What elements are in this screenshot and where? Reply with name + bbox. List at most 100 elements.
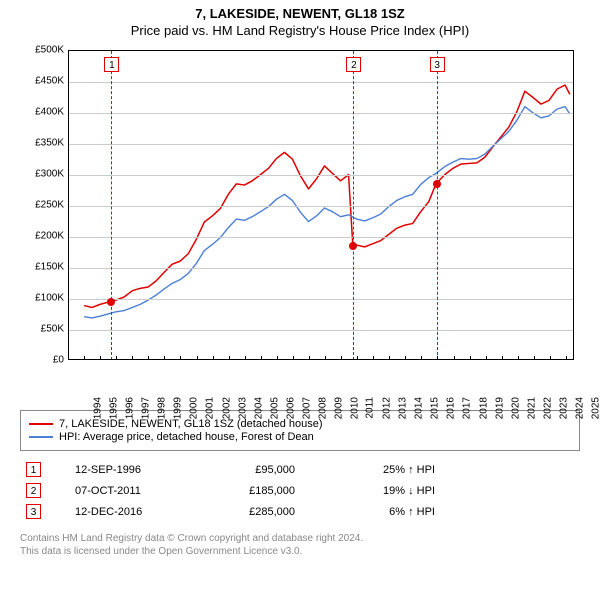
x-tick [261,356,262,360]
title-address: 7, LAKESIDE, NEWENT, GL18 1SZ [0,6,600,21]
x-axis-label: 2006 [285,397,296,419]
x-axis-label: 2008 [317,397,328,419]
x-axis-label: 2009 [333,397,344,419]
sale-date: 12-DEC-2016 [75,506,185,518]
sale-number-box: 1 [26,462,41,477]
gridline [68,82,573,83]
sale-hpi-diff: 19% ↓ HPI [315,485,435,497]
attribution: Contains HM Land Registry data © Crown c… [20,532,580,566]
sale-row: 312-DEC-2016£285,0006% ↑ HPI [20,501,580,522]
x-tick [470,356,471,360]
x-axis-label: 2010 [349,397,360,419]
sale-date: 07-OCT-2011 [75,485,185,497]
x-axis-label: 2003 [237,397,248,419]
chart-title-block: 7, LAKESIDE, NEWENT, GL18 1SZ Price paid… [0,0,600,40]
x-axis-label: 2025 [590,397,600,419]
x-tick [197,356,198,360]
x-tick [341,356,342,360]
legend-swatch [29,423,53,425]
x-tick [373,356,374,360]
x-axis-label: 2012 [381,397,392,419]
y-axis-label: £300K [20,169,64,180]
x-tick [518,356,519,360]
x-tick [180,356,181,360]
y-axis-label: £500K [20,45,64,56]
x-tick [213,356,214,360]
sale-marker-dot [433,180,441,188]
x-tick [389,356,390,360]
x-axis-label: 2004 [253,397,264,419]
legend-row: HPI: Average price, detached house, Fore… [29,431,571,443]
legend-swatch [29,436,53,438]
sale-marker-box: 1 [104,57,119,72]
x-axis-label: 2001 [205,397,216,419]
x-tick [84,356,85,360]
x-axis-label: 2020 [510,397,521,419]
sale-date: 12-SEP-1996 [75,464,185,476]
y-axis-label: £250K [20,200,64,211]
x-axis-label: 2015 [430,397,441,419]
x-axis-label: 2017 [462,397,473,419]
x-tick [245,356,246,360]
x-tick [421,356,422,360]
plot-area: 123 [68,50,574,360]
x-axis-label: 2011 [365,397,376,419]
gridline [68,175,573,176]
x-tick [68,356,69,360]
x-tick [229,356,230,360]
gridline [68,299,573,300]
x-tick [405,356,406,360]
page: 7, LAKESIDE, NEWENT, GL18 1SZ Price paid… [0,0,600,566]
x-tick [277,356,278,360]
sale-number-box: 3 [26,504,41,519]
sale-row: 1 12-SEP-1996 £95,000 25% ↑ HPI [20,459,580,480]
x-tick [566,356,567,360]
sale-price: £185,000 [205,485,295,497]
gridline [68,113,573,114]
sale-marker-box: 3 [430,57,445,72]
y-axis-label: £0 [20,355,64,366]
y-axis-label: £150K [20,262,64,273]
x-tick [309,356,310,360]
x-axis-label: 1994 [92,397,103,419]
y-axis-label: £350K [20,138,64,149]
attribution-line: This data is licensed under the Open Gov… [20,545,580,558]
x-axis-label: 2021 [526,397,537,419]
x-axis-label: 2019 [494,397,505,419]
sale-number-box: 2 [26,483,41,498]
y-axis-label: £400K [20,107,64,118]
x-axis-label: 2000 [189,397,200,419]
sale-marker-line [353,51,354,360]
sale-marker-dot [349,242,357,250]
sale-hpi-diff: 25% ↑ HPI [315,464,435,476]
series-property [84,85,570,307]
x-tick [437,356,438,360]
sales-table: 1 12-SEP-1996 £95,000 25% ↑ HPI 2 07-OCT-2011… [20,459,580,522]
legend-label: HPI: Average price, detached house, Fore… [59,431,314,443]
gridline [68,206,573,207]
gridline [68,330,573,331]
x-axis-label: 1996 [124,397,135,419]
x-axis-label: 2013 [397,397,408,419]
title-subtitle: Price paid vs. HM Land Registry's House … [0,23,600,38]
x-tick [502,356,503,360]
x-axis-label: 1998 [157,397,168,419]
sale-row: 2 07-OCT-2011 £185,000 19% ↓ HPI [20,480,580,501]
x-axis-label: 2016 [446,397,457,419]
x-tick [534,356,535,360]
x-axis-label: 2024 [574,397,585,419]
x-tick [116,356,117,360]
y-axis-label: £450K [20,76,64,87]
gridline [68,237,573,238]
x-tick [293,356,294,360]
legend-label: 7, LAKESIDE, NEWENT, GL18 1SZ (detached … [59,418,323,430]
sale-price: £95,000 [205,464,295,476]
x-tick [325,356,326,360]
x-axis-label: 2014 [414,397,425,419]
x-tick [486,356,487,360]
x-axis-label: 2005 [269,397,280,419]
sale-price: £285,000 [205,506,295,518]
x-tick [454,356,455,360]
sale-marker-dot [107,298,115,306]
y-axis-label: £200K [20,231,64,242]
